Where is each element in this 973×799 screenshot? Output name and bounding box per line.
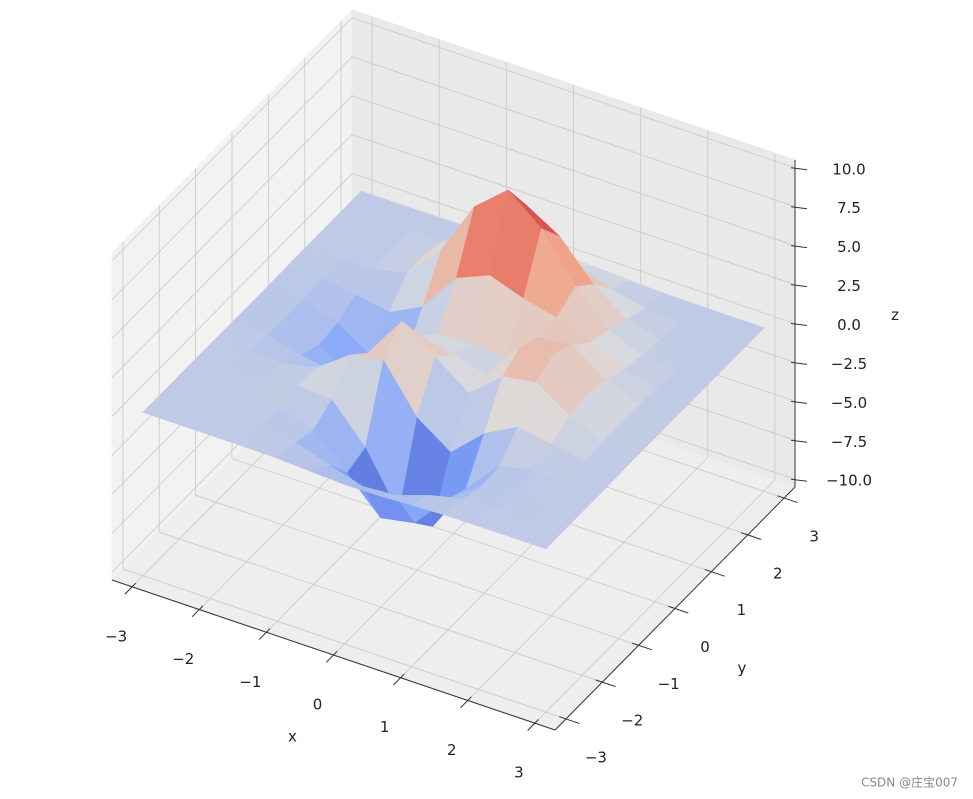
x-tick-label: 2 <box>447 741 457 759</box>
z-tick-label: −2.5 <box>831 355 867 373</box>
x-tick <box>460 696 472 709</box>
x-tick <box>325 651 338 663</box>
z-tick <box>790 167 808 171</box>
z-tick-label: −7.5 <box>831 433 867 451</box>
x-tick-label: 0 <box>313 696 323 714</box>
z-tick-label: 5.0 <box>837 238 861 256</box>
y-tick-label: 0 <box>700 638 710 656</box>
x-tick <box>527 719 539 731</box>
y-tick <box>777 495 798 504</box>
z-tick <box>790 478 808 482</box>
x-tick-label: −3 <box>105 627 127 645</box>
y-tick <box>704 568 725 577</box>
surface-facet <box>511 518 565 550</box>
x-tick <box>258 628 271 640</box>
x-tick-label: −2 <box>172 650 194 668</box>
z-tick <box>790 439 808 443</box>
z-tick <box>790 323 808 326</box>
y-axis-label: y <box>738 659 747 677</box>
y-tick-label: −1 <box>658 675 680 693</box>
z-tick-label: 10.0 <box>832 160 865 178</box>
grid-line <box>111 56 353 301</box>
y-tick <box>668 605 689 614</box>
z-tick <box>790 284 808 288</box>
grid-line <box>122 568 567 720</box>
y-tick-label: −2 <box>621 712 643 730</box>
y-tick-label: 3 <box>809 528 819 546</box>
y-tick-label: 1 <box>737 601 747 619</box>
z-tick <box>790 206 808 210</box>
x-tick <box>191 605 204 618</box>
watermark: CSDN @庄宝007 <box>861 775 958 790</box>
x-tick <box>124 582 137 595</box>
z-tick <box>790 245 808 249</box>
z-tick <box>790 400 808 404</box>
y-tick <box>595 679 616 688</box>
z-tick-label: −10.0 <box>826 472 872 490</box>
x-tick <box>393 673 405 686</box>
grid-line <box>351 17 796 169</box>
grid-line <box>111 95 353 339</box>
x-tick-label: −1 <box>239 673 261 691</box>
grid-line <box>351 56 796 208</box>
grid-line <box>111 134 353 378</box>
grid-line <box>159 531 603 683</box>
z-tick-label: 0.0 <box>837 316 861 334</box>
z-axis-label: z <box>891 306 899 324</box>
grid-line <box>111 17 353 262</box>
z-tick-label: 7.5 <box>837 199 861 217</box>
x-axis-label: x <box>288 728 297 746</box>
x-tick-label: 3 <box>514 764 524 782</box>
z-tick-label: −5.0 <box>831 394 867 412</box>
grid-line <box>195 494 639 646</box>
z-tick <box>790 361 808 365</box>
grid-line <box>351 173 796 324</box>
y-tick <box>740 532 762 540</box>
z-tick-label: 2.5 <box>837 277 861 295</box>
y-tick-label: 2 <box>773 564 783 582</box>
y-tick <box>559 716 580 724</box>
grid-line <box>231 458 676 609</box>
grid-line <box>111 173 353 417</box>
y-tick-label: −3 <box>585 748 607 766</box>
x-tick-label: 1 <box>380 718 390 736</box>
grid-line <box>351 134 796 285</box>
y-tick <box>631 642 653 651</box>
grid-line <box>351 95 796 247</box>
